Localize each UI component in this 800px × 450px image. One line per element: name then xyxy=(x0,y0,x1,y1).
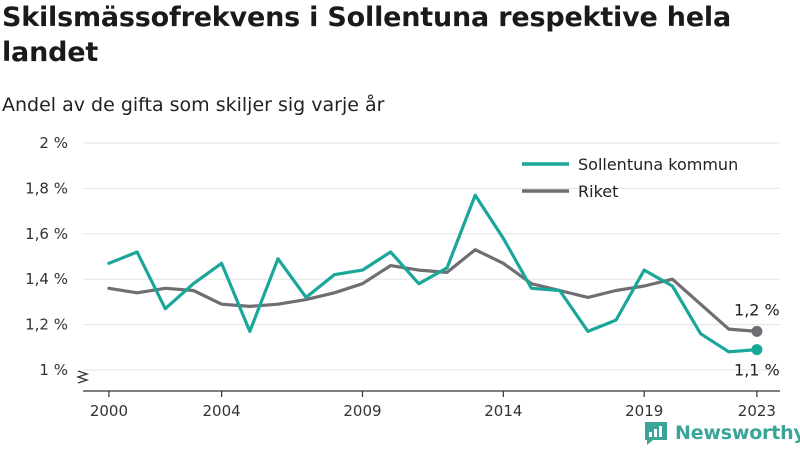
y-axis-tick-labels: 1 % 1,2 % 1,4 % 1,6 % 1,8 % 2 % xyxy=(25,134,90,384)
series-end-label: 1,1 % xyxy=(734,361,780,380)
chart-subtitle: Andel av de gifta som skiljer sig varje … xyxy=(2,94,385,116)
series-line-sollentuna xyxy=(107,193,759,354)
chart-title: Skilsmässofrekvens i Sollentuna respekti… xyxy=(2,2,732,68)
y-tick-label: 1 % xyxy=(39,361,68,379)
series-end-label: 1,2 % xyxy=(734,300,780,319)
newsworthy-logo-icon xyxy=(645,422,667,445)
newsworthy-brand: Newsworthy xyxy=(643,419,800,447)
series-lines: 1,1 % 1,2 % xyxy=(107,193,780,380)
y-tick-label: 1,4 % xyxy=(25,270,68,288)
x-axis: 2000 2004 2009 2014 2019 2023 xyxy=(83,390,780,420)
y-tick-label: 2 % xyxy=(39,134,68,152)
x-tick-label: 2019 xyxy=(625,402,663,420)
y-tick-label: 1,2 % xyxy=(25,316,68,334)
x-tick-label: 2004 xyxy=(203,402,241,420)
x-tick-label: 2023 xyxy=(738,402,776,420)
legend: Sollentuna kommun Riket xyxy=(522,155,738,201)
series-end-point xyxy=(751,344,763,356)
x-tick-label: 2014 xyxy=(484,402,522,420)
legend-label: Sollentuna kommun xyxy=(578,155,738,174)
y-axis-break-icon xyxy=(75,370,90,384)
series-end-point xyxy=(751,325,763,337)
brand-name: Newsworthy xyxy=(675,422,800,444)
x-tick-label: 2009 xyxy=(343,402,381,420)
gridlines xyxy=(83,142,780,371)
legend-label: Riket xyxy=(578,182,618,201)
y-tick-label: 1,6 % xyxy=(25,225,68,243)
y-tick-label: 1,8 % xyxy=(25,179,68,197)
x-tick-label: 2000 xyxy=(90,402,128,420)
series-line-riket xyxy=(107,248,759,333)
